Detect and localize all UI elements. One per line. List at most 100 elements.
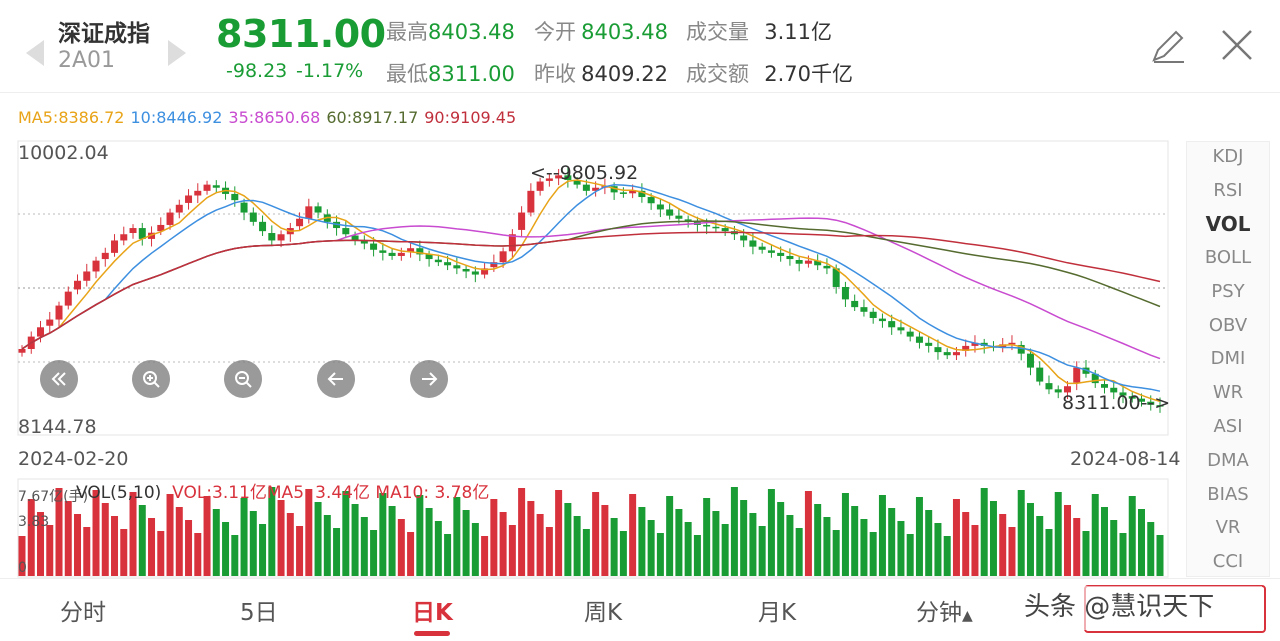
volume-bar xyxy=(555,490,563,576)
volume-bar xyxy=(767,489,775,576)
volume-zero-label: 0 xyxy=(18,560,27,576)
volume-bar xyxy=(277,500,285,576)
volume-bar xyxy=(721,524,729,576)
zoom-out-button[interactable] xyxy=(224,360,262,398)
volume-bar xyxy=(120,529,128,576)
candle xyxy=(814,260,822,266)
indicator-cci[interactable]: CCI xyxy=(1212,551,1244,572)
volume-bar xyxy=(527,501,535,576)
candle xyxy=(545,178,553,181)
volume-bar xyxy=(712,511,720,576)
close-icon[interactable] xyxy=(1220,28,1254,62)
candle xyxy=(379,250,387,253)
candle xyxy=(952,352,960,356)
candle xyxy=(592,187,600,191)
volume-bar xyxy=(212,509,220,576)
tab-weekly-k[interactable]: 周K xyxy=(584,600,623,626)
tab-minute[interactable]: 分钟▲ xyxy=(916,600,973,626)
candle xyxy=(37,327,45,337)
high-marker: <--9805.92 xyxy=(530,162,639,184)
candle xyxy=(823,265,831,269)
volume-legend: VOL(5,10) VOL:3.11亿MA5: 3.44亿 MA10: 3.78… xyxy=(76,483,490,503)
volume-bar xyxy=(1137,509,1145,576)
candle xyxy=(795,259,803,264)
volume-bar xyxy=(490,499,498,576)
tab-daily-k[interactable]: 日K xyxy=(412,600,453,626)
indicator-bias[interactable]: BIAS xyxy=(1207,484,1249,505)
volume-bar xyxy=(203,496,211,576)
candle xyxy=(388,252,396,256)
indicator-vr[interactable]: VR xyxy=(1215,517,1241,538)
indicator-boll[interactable]: BOLL xyxy=(1204,247,1252,268)
volume-bar xyxy=(259,524,267,576)
volume-bar xyxy=(407,532,415,576)
indicator-wr[interactable]: WR xyxy=(1212,382,1244,403)
candle xyxy=(1026,353,1034,368)
candle xyxy=(64,291,72,306)
volume-bar xyxy=(360,517,368,576)
volume-bar xyxy=(46,525,54,576)
edit-pencil-icon[interactable] xyxy=(1148,26,1188,66)
indicator-dma[interactable]: DMA xyxy=(1207,450,1249,471)
zoom-in-button[interactable] xyxy=(132,360,170,398)
volume-bar xyxy=(508,525,516,576)
indicator-psy[interactable]: PSY xyxy=(1211,281,1245,302)
candle xyxy=(675,215,683,219)
volume-bar xyxy=(148,518,156,576)
volume-mid-label: 3.83 xyxy=(18,514,50,530)
candlestick-chart[interactable] xyxy=(0,140,1180,440)
y-min-label: 8144.78 xyxy=(18,416,97,438)
volume-bar xyxy=(1082,531,1090,576)
indicator-rsi[interactable]: RSI xyxy=(1213,180,1243,201)
volume-bar xyxy=(397,519,405,576)
ma10-line xyxy=(21,184,1161,392)
prev-stock-arrow-icon[interactable] xyxy=(26,40,44,66)
fast-back-button[interactable] xyxy=(40,360,78,398)
volume-bar xyxy=(730,487,738,576)
volume-bar xyxy=(157,531,165,576)
indicator-vol[interactable]: VOL xyxy=(1205,212,1251,236)
tab-intraday[interactable]: 分时 xyxy=(60,600,106,626)
volume-bar xyxy=(1063,505,1071,576)
last-price-marker: 8311.00--> xyxy=(1062,392,1171,414)
volume-bar xyxy=(166,494,174,576)
candle xyxy=(564,175,572,180)
candle xyxy=(1054,389,1062,393)
indicator-dmi[interactable]: DMI xyxy=(1210,348,1246,369)
volume-bar xyxy=(185,520,193,576)
move-left-button[interactable] xyxy=(317,360,355,398)
candle xyxy=(18,349,26,353)
next-stock-arrow-icon[interactable] xyxy=(168,40,186,66)
volume-bar xyxy=(481,536,489,576)
volume-bar xyxy=(64,501,72,576)
volume-bar xyxy=(1128,496,1136,576)
volume-bar xyxy=(703,498,711,576)
indicator-kdj[interactable]: KDJ xyxy=(1212,146,1244,167)
candle xyxy=(194,190,202,196)
volume-bar xyxy=(888,508,896,576)
candle xyxy=(462,268,470,272)
candle xyxy=(1082,367,1090,374)
tab-5day[interactable]: 5日 xyxy=(240,600,278,626)
candle xyxy=(629,190,637,194)
volume-chart[interactable] xyxy=(0,478,1180,578)
indicator-obv[interactable]: OBV xyxy=(1208,315,1248,336)
candle xyxy=(425,254,433,260)
tab-monthly-k[interactable]: 月K xyxy=(758,600,797,626)
volume-bar xyxy=(656,533,664,576)
stat-volume: 成交量 3.11亿 xyxy=(686,20,833,44)
indicator-asi[interactable]: ASI xyxy=(1213,416,1243,437)
candle xyxy=(934,347,942,353)
volume-bar xyxy=(434,521,442,576)
stat-amount: 成交额 2.70千亿 xyxy=(686,62,854,86)
candle xyxy=(268,233,276,241)
candle xyxy=(518,212,526,230)
volume-bar xyxy=(314,502,322,576)
volume-bar xyxy=(925,510,933,576)
move-right-button[interactable] xyxy=(410,360,448,398)
volume-bar xyxy=(129,492,137,576)
volume-bar xyxy=(286,513,294,576)
candle xyxy=(499,251,507,263)
volume-bar xyxy=(638,507,646,576)
volume-bar xyxy=(370,530,378,576)
